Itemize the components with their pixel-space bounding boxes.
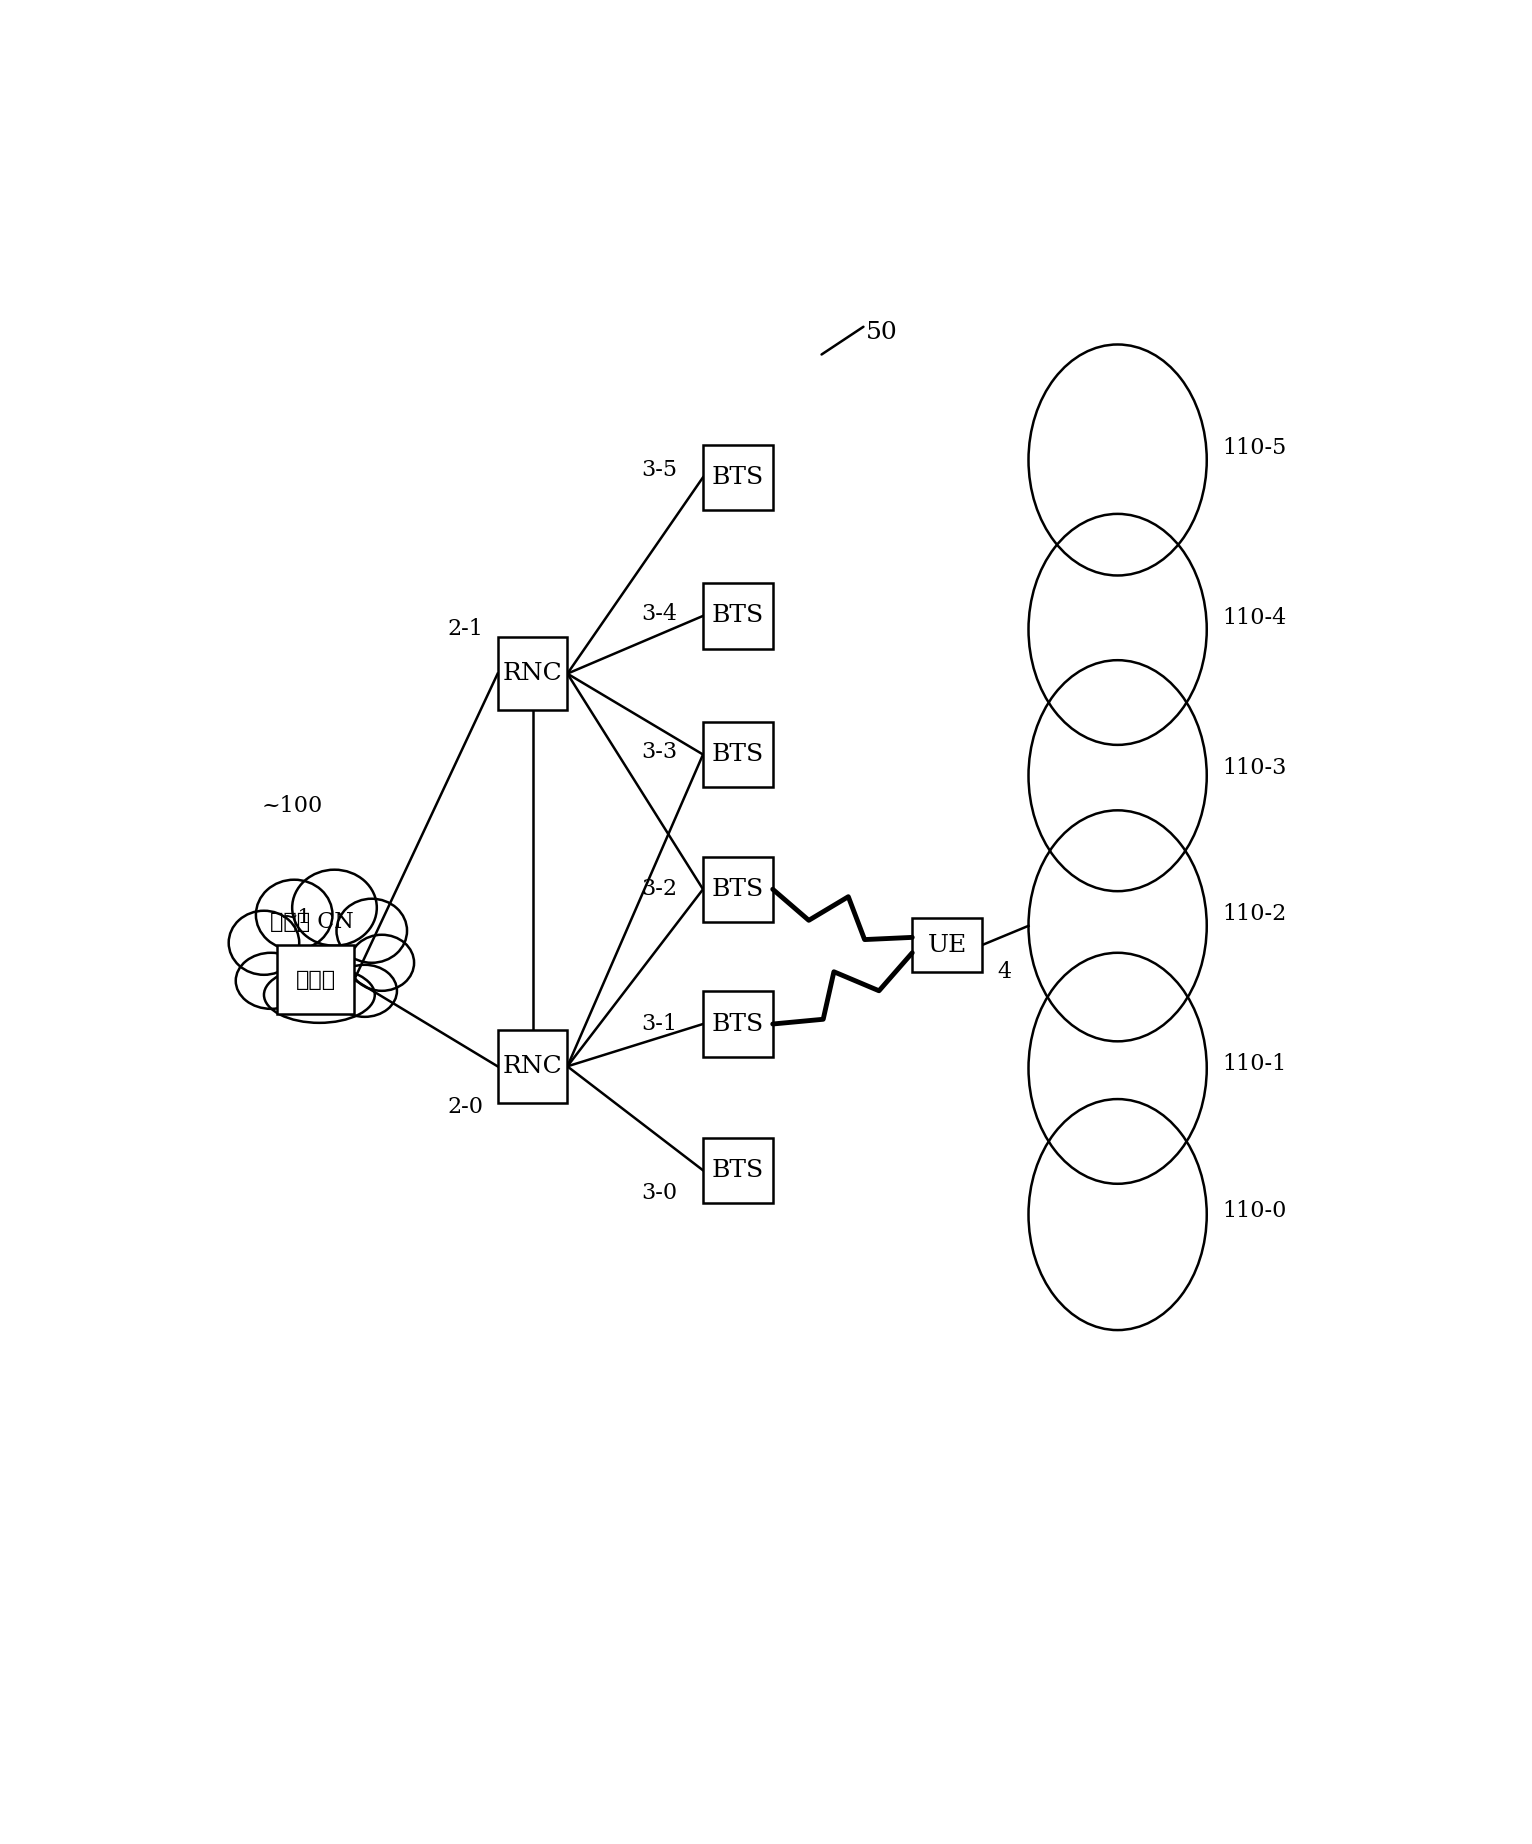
- Text: 110-2: 110-2: [1223, 904, 1287, 926]
- Text: RNC: RNC: [502, 1055, 562, 1079]
- Text: 3-1: 3-1: [640, 1012, 677, 1034]
- Text: BTS: BTS: [712, 1012, 764, 1036]
- Ellipse shape: [228, 911, 299, 975]
- Ellipse shape: [349, 935, 414, 990]
- Bar: [277, 946, 354, 1014]
- Ellipse shape: [337, 898, 408, 963]
- Text: 110-3: 110-3: [1223, 758, 1287, 778]
- Ellipse shape: [256, 880, 332, 950]
- Text: 3-0: 3-0: [640, 1182, 677, 1204]
- Text: BTS: BTS: [712, 1158, 764, 1182]
- Text: 110-0: 110-0: [1223, 1200, 1287, 1223]
- Text: BTS: BTS: [712, 467, 764, 489]
- Text: ~100: ~100: [262, 795, 323, 817]
- Bar: [703, 444, 772, 511]
- Bar: [703, 583, 772, 649]
- Bar: [498, 1029, 567, 1103]
- Text: 2-0: 2-0: [447, 1095, 483, 1117]
- Bar: [703, 856, 772, 922]
- Bar: [703, 992, 772, 1057]
- Text: RNC: RNC: [502, 662, 562, 686]
- Text: ~1: ~1: [280, 907, 311, 926]
- Text: BTS: BTS: [712, 605, 764, 627]
- Text: 3-4: 3-4: [640, 603, 677, 625]
- Ellipse shape: [293, 870, 377, 946]
- Bar: [912, 918, 982, 972]
- Text: 110-5: 110-5: [1223, 437, 1287, 459]
- Text: 3-2: 3-2: [640, 878, 677, 900]
- Bar: [498, 636, 567, 710]
- Text: BTS: BTS: [712, 743, 764, 765]
- Bar: [703, 721, 772, 787]
- Bar: [703, 1138, 772, 1202]
- Text: 3-3: 3-3: [640, 741, 677, 763]
- Text: 50: 50: [866, 321, 898, 345]
- Ellipse shape: [332, 964, 397, 1016]
- Text: 110-1: 110-1: [1223, 1053, 1287, 1075]
- Text: 2-1: 2-1: [447, 618, 483, 640]
- Text: 3-5: 3-5: [640, 459, 677, 481]
- Text: 支换机: 支换机: [296, 968, 336, 990]
- Ellipse shape: [236, 953, 306, 1009]
- Text: BTS: BTS: [712, 878, 764, 900]
- Ellipse shape: [264, 966, 375, 1023]
- Text: 核心网 CN: 核心网 CN: [270, 911, 354, 933]
- Text: 110-4: 110-4: [1223, 607, 1287, 629]
- Text: UE: UE: [927, 933, 967, 957]
- Text: 4: 4: [997, 961, 1011, 983]
